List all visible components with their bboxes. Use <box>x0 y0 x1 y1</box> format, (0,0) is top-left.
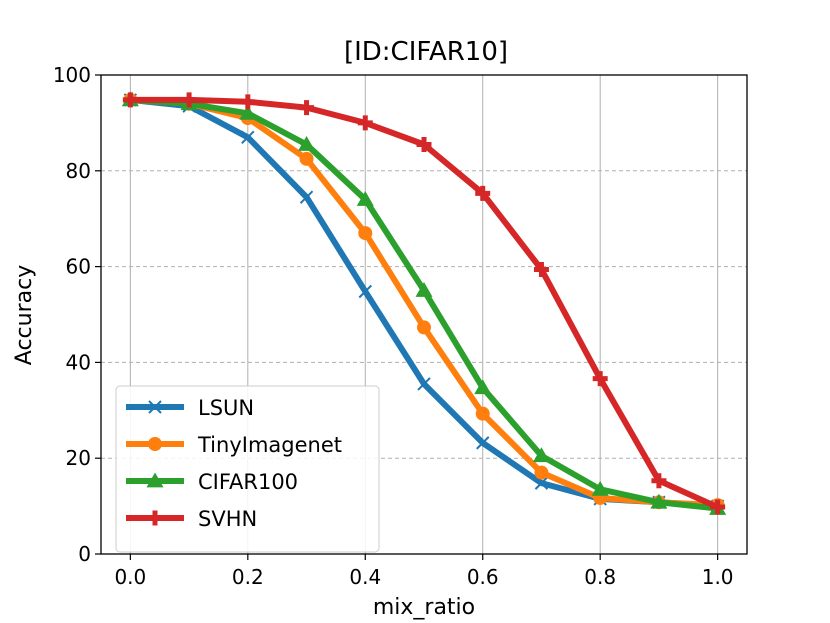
y-axis-title: Accuracy <box>12 265 37 365</box>
x-tick-label: 0.4 <box>349 565 381 589</box>
plot-frame <box>100 74 748 555</box>
y-tick-label: 40 <box>66 350 91 374</box>
data-point-tinyimagenet <box>417 320 431 335</box>
legend-label-lsun: LSUN <box>198 396 254 420</box>
data-point-svhn <box>357 115 373 131</box>
data-point-lsun <box>241 130 255 144</box>
series-layer <box>121 91 727 515</box>
chart-title: [ID:CIFAR10] <box>344 37 508 67</box>
data-point-svhn <box>533 261 549 277</box>
data-point-tinyimagenet <box>534 465 549 480</box>
legend-marker-lsun <box>148 400 162 414</box>
series-svhn <box>122 92 726 515</box>
legend-box <box>115 385 380 553</box>
y-tick-label: 80 <box>66 159 91 183</box>
y-tick-label: 100 <box>53 63 91 87</box>
x-tick-label: 0.6 <box>467 565 499 589</box>
y-tick-label: 60 <box>66 255 91 279</box>
y-axis: 0 20 40 60 80 100 <box>53 63 101 566</box>
x-axis: 0.0 0.2 0.4 0.6 0.8 1.0 <box>114 554 734 589</box>
data-point-svhn <box>710 499 726 515</box>
data-point-svhn <box>475 185 491 201</box>
data-point-cifar100 <box>532 447 550 463</box>
x-tick-label: 0.0 <box>114 565 146 589</box>
data-point-svhn <box>181 92 197 108</box>
legend-marker-tinyimagenet <box>148 437 162 451</box>
data-point-tinyimagenet <box>358 226 373 241</box>
legend-item-tinyimagenet: TinyImagenet <box>126 433 342 457</box>
y-tick-label: 0 <box>78 542 91 566</box>
x-tick-label: 0.2 <box>232 565 264 589</box>
data-point-lsun <box>534 476 549 490</box>
data-point-svhn <box>122 92 138 108</box>
y-tick-label: 20 <box>66 446 91 470</box>
data-point-cifar100 <box>356 191 374 206</box>
legend-item-svhn: SVHN <box>126 507 257 531</box>
data-point-lsun <box>358 284 372 299</box>
legend-marker-svhn <box>147 510 163 526</box>
data-point-svhn <box>592 371 608 387</box>
data-point-tinyimagenet <box>299 151 314 166</box>
data-point-cifar100 <box>298 135 316 151</box>
legend-marker-cifar100 <box>146 472 164 488</box>
data-point-svhn <box>651 473 667 489</box>
legend-label-tinyimagenet: TinyImagenet <box>197 433 342 457</box>
legend-item-lsun: LSUN <box>126 396 254 420</box>
data-point-lsun <box>299 190 314 204</box>
data-point-svhn <box>240 94 256 110</box>
legend-item-cifar100: CIFAR100 <box>126 470 298 494</box>
data-point-cifar100 <box>591 480 609 496</box>
data-point-lsun <box>417 377 431 391</box>
series-cifar100 <box>121 91 727 515</box>
data-point-lsun <box>476 436 490 450</box>
data-point-cifar100 <box>239 104 257 120</box>
x-tick-label: 0.8 <box>584 565 616 589</box>
data-point-cifar100 <box>474 379 492 395</box>
data-point-svhn <box>416 136 432 152</box>
legend-label-svhn: SVHN <box>198 507 257 531</box>
legend-label-cifar100: CIFAR100 <box>198 470 298 494</box>
legend: LSUN TinyImagenet CIFAR100 SVHN <box>115 385 380 553</box>
x-axis-title: mix_ratio <box>373 595 475 620</box>
data-point-tinyimagenet <box>475 406 490 421</box>
data-point-cifar100 <box>650 493 668 509</box>
data-point-cifar100 <box>415 282 433 297</box>
x-tick-label: 1.0 <box>702 565 734 589</box>
data-point-svhn <box>299 100 315 116</box>
